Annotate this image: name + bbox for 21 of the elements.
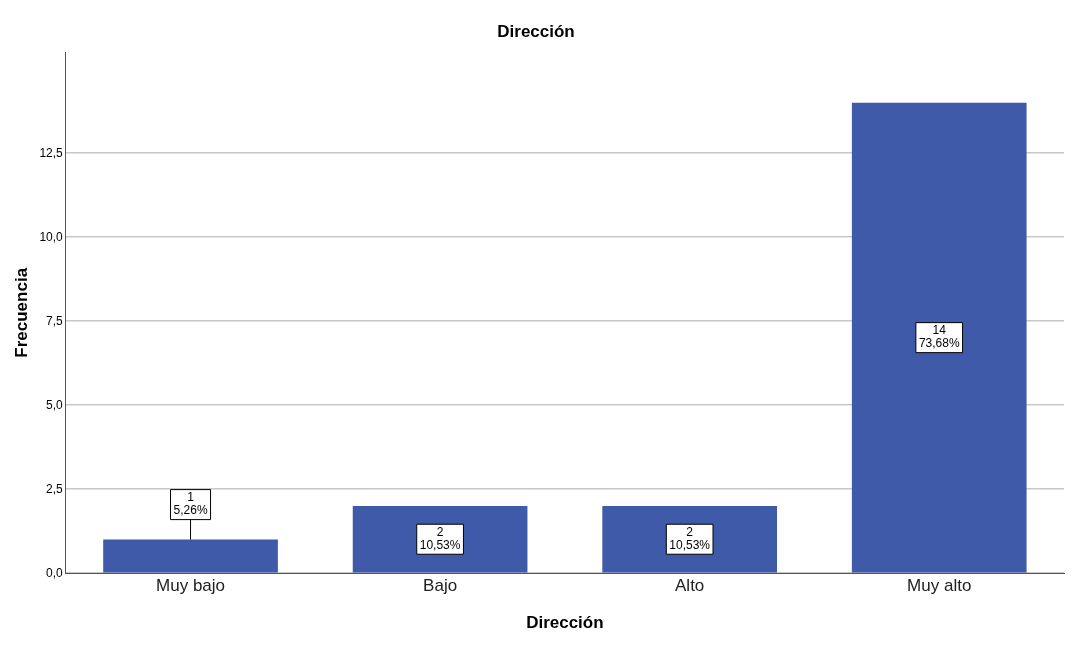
y-tick-label: 2,5 (46, 481, 64, 496)
data-label: 2 10,53% (669, 525, 711, 553)
x-tick-label: Muy bajo (156, 576, 226, 596)
data-label: 14 73,68% (918, 323, 960, 351)
y-tick-label: 7,5 (46, 313, 64, 328)
bar (602, 506, 778, 573)
x-axis-title: Dirección (526, 613, 604, 633)
y-tick-label: 12,5 (39, 145, 64, 160)
x-tick-label: Alto (675, 576, 705, 596)
chart-title: Dirección (497, 21, 575, 41)
bar (851, 102, 1027, 573)
bar (103, 539, 278, 573)
y-tick-label: 10,0 (39, 229, 64, 244)
y-tick-label: 5,0 (46, 397, 64, 412)
y-axis-title: Frecuencia (11, 267, 31, 358)
x-tick-label: Bajo (423, 576, 458, 596)
data-label: 1 5,26% (173, 490, 208, 518)
y-tick-label: 0,0 (46, 565, 64, 580)
x-tick-label: Muy alto (907, 576, 972, 596)
data-label: 2 10,53% (419, 525, 461, 553)
bar (352, 506, 528, 573)
